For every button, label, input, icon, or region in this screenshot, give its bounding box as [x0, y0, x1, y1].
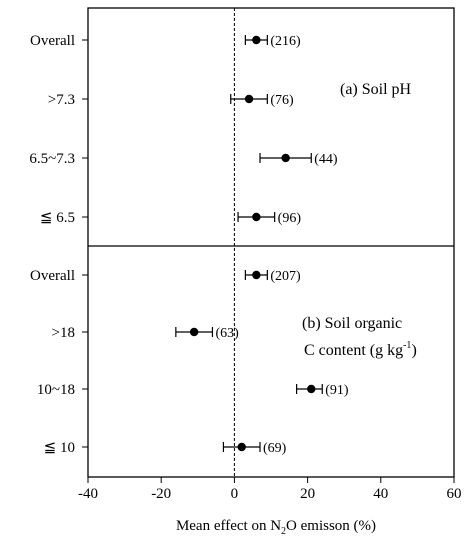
category-label: >18	[52, 325, 75, 341]
panel-b-title-line2-end: )	[411, 342, 416, 359]
plot-frame	[82, 7, 455, 483]
mean-point	[252, 270, 261, 280]
category-label: >7.3	[48, 92, 75, 108]
x-tick-label: 40	[373, 486, 388, 502]
category-label: ≦ 6.5	[40, 210, 75, 226]
x-tick-label: 0	[231, 486, 239, 502]
sample-size-label: (91)	[325, 383, 349, 398]
category-label: 10~18	[37, 382, 75, 398]
x-tick-label: 20	[300, 486, 315, 502]
plot-marks	[175, 35, 323, 452]
category-label: Overall	[30, 268, 75, 284]
sample-size-label: (216)	[270, 34, 301, 49]
category-label: Overall	[30, 33, 75, 49]
panel-b-title-line1: (b) Soil organic	[302, 315, 402, 332]
x-axis-title-subscript: 2	[281, 526, 286, 537]
sample-size-label: (44)	[314, 152, 338, 167]
mean-point	[244, 94, 254, 104]
mean-point	[189, 327, 199, 337]
mean-point	[252, 35, 261, 45]
panel-b-title-line2-superscript: -1	[403, 340, 411, 351]
sample-size-label: (96)	[278, 211, 302, 226]
x-axis-title-end: O emisson (%)	[286, 518, 376, 534]
x-axis-title: Mean effect on N2O emisson (%)	[176, 518, 376, 537]
sample-size-label: (69)	[263, 441, 287, 456]
mean-point	[237, 442, 246, 452]
sample-size-label: (63)	[215, 326, 239, 341]
x-tick-label: -20	[151, 486, 171, 502]
mean-point	[252, 212, 261, 222]
panel-b-title-line2: C content (g kg-1)	[304, 340, 417, 359]
x-tick-label: 60	[447, 486, 462, 502]
panel-a-title: (a) Soil pH	[340, 81, 412, 98]
panel-b-title-line2-main: C content (g kg	[304, 342, 403, 359]
x-tick-label: -40	[78, 486, 98, 502]
category-label: 6.5~7.3	[29, 151, 75, 167]
plot-labels: -40 -20 0 20 40 60 Mean effect on N2O emisson …	[29, 33, 461, 537]
category-label: ≦ 10	[44, 440, 75, 456]
x-axis-title-main: Mean effect on N	[176, 518, 281, 534]
sample-size-label: (76)	[270, 93, 294, 108]
mean-point	[307, 384, 316, 394]
mean-point	[281, 153, 290, 163]
sample-size-label: (207)	[270, 269, 301, 284]
plot-border	[87, 7, 455, 478]
